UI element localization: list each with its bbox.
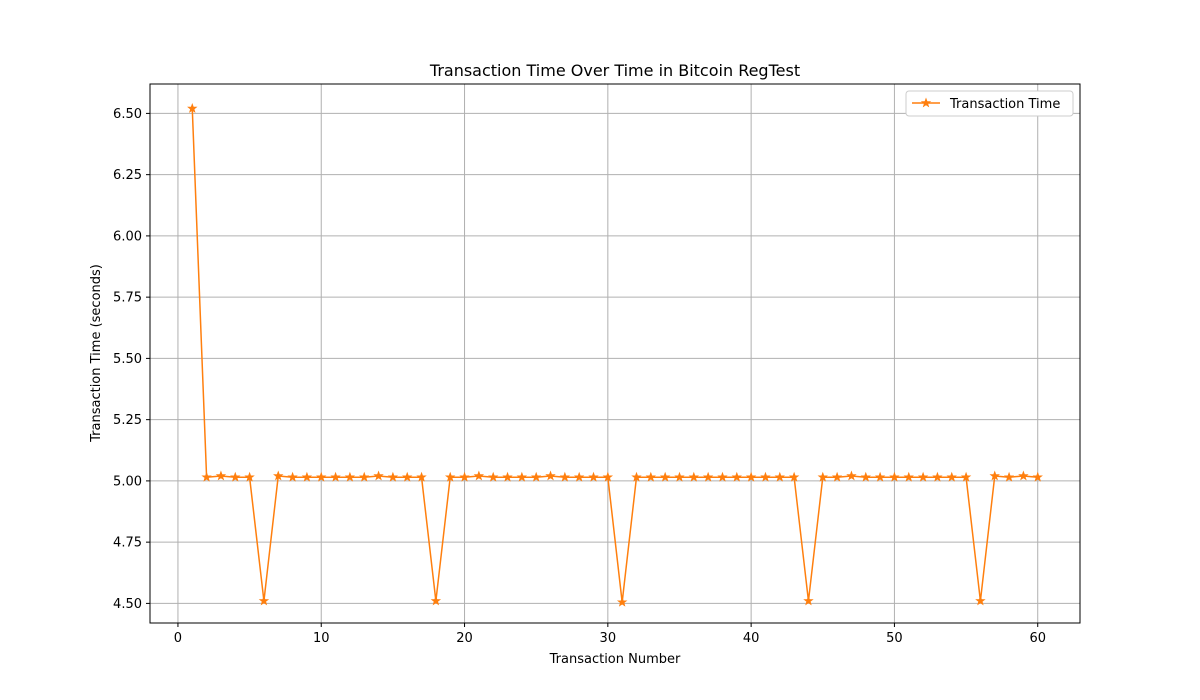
- data-point-star: [674, 471, 685, 482]
- data-point-star: [187, 103, 198, 113]
- plot-frame: [149, 83, 1081, 624]
- data-point-star: [273, 470, 284, 481]
- data-point-star: [817, 471, 828, 482]
- legend-star-marker: [920, 97, 932, 108]
- data-point-star: [1003, 471, 1015, 482]
- data-point-star: [1032, 471, 1043, 482]
- legend-label: Transaction Time: [949, 97, 1060, 112]
- data-point-star: [545, 470, 556, 481]
- data-point-star: [330, 471, 341, 482]
- data-point-star: [244, 471, 255, 482]
- data-point-star: [602, 471, 614, 482]
- data-point-star: [473, 470, 485, 481]
- data-point-star: [516, 471, 528, 482]
- y-tick-label: 5.75: [113, 291, 142, 306]
- data-point-star: [387, 471, 399, 482]
- y-tick-label: 4.50: [113, 597, 142, 612]
- data-point-star: [717, 471, 728, 482]
- legend: Transaction Time: [905, 90, 1074, 117]
- y-tick-label: 5.00: [113, 474, 142, 489]
- data-point-star: [588, 471, 599, 482]
- data-point-star: [215, 470, 227, 481]
- legend-box: [905, 90, 1074, 117]
- data-point-star: [846, 470, 857, 481]
- data-point-star: [573, 471, 585, 482]
- x-axis-title: Transaction Number: [549, 652, 681, 667]
- data-point-star: [287, 471, 298, 482]
- series-layer: [187, 103, 1043, 607]
- data-point-star: [316, 471, 327, 482]
- x-tick-label: 0: [174, 631, 182, 646]
- y-tick-label: 6.50: [113, 107, 142, 122]
- data-point-star: [659, 471, 671, 482]
- data-point-star: [917, 471, 929, 482]
- data-point-star: [416, 471, 427, 482]
- data-point-star: [373, 470, 384, 481]
- x-tick-label: 10: [313, 631, 330, 646]
- x-tick-label: 50: [886, 631, 903, 646]
- data-point-star: [1018, 470, 1029, 481]
- data-point-star: [788, 471, 800, 482]
- data-point-star: [831, 471, 843, 482]
- y-axis-ticks: 4.50 4.75 5.00 5.25 5.50 5.75 6.00 6.25 6.50: [113, 107, 150, 612]
- data-point-star: [487, 471, 499, 482]
- x-tick-label: 30: [600, 631, 617, 646]
- data-point-star: [745, 471, 757, 482]
- data-point-star: [301, 471, 313, 482]
- data-point-star: [645, 471, 657, 482]
- data-point-star: [344, 471, 356, 482]
- data-point-star: [530, 471, 542, 482]
- data-point-star: [631, 471, 642, 482]
- x-tick-label: 60: [1029, 631, 1046, 646]
- data-point-star: [702, 471, 714, 482]
- data-point-star: [946, 471, 957, 482]
- y-tick-label: 4.75: [113, 536, 142, 551]
- data-point-star: [201, 471, 212, 482]
- data-point-star: [731, 471, 743, 482]
- data-point-star: [430, 595, 442, 606]
- data-point-star: [258, 595, 270, 606]
- data-point-star: [975, 595, 986, 606]
- y-tick-label: 6.00: [113, 229, 142, 244]
- data-point-star: [889, 471, 900, 482]
- data-point-star: [989, 470, 1000, 481]
- x-tick-label: 40: [743, 631, 760, 646]
- data-point-star: [230, 471, 241, 482]
- data-point-star: [874, 471, 886, 482]
- data-point-star: [616, 596, 628, 607]
- data-point-star: [502, 471, 513, 482]
- x-axis-ticks: 0 10 20 30 40 50 60: [174, 623, 1046, 646]
- data-point-star: [960, 471, 972, 482]
- x-tick-label: 20: [456, 631, 473, 646]
- data-point-star: [559, 471, 571, 482]
- y-axis-title: Transaction Time (seconds): [89, 264, 104, 443]
- data-point-star: [903, 471, 914, 482]
- data-point-star: [932, 471, 943, 482]
- data-point-star: [760, 471, 771, 482]
- data-point-star: [402, 471, 413, 482]
- y-tick-label: 5.25: [113, 413, 142, 428]
- data-point-star: [444, 471, 456, 482]
- grid-lines: [150, 84, 1080, 623]
- data-point-star: [688, 471, 700, 482]
- y-tick-label: 6.25: [113, 168, 142, 183]
- data-point-star: [459, 471, 470, 482]
- data-point-star: [860, 471, 871, 482]
- chart-title: Transaction Time Over Time in Bitcoin Re…: [429, 61, 800, 80]
- data-point-star: [803, 595, 814, 606]
- data-point-star: [359, 471, 370, 482]
- data-point-star: [774, 471, 786, 482]
- y-tick-label: 5.50: [113, 352, 142, 367]
